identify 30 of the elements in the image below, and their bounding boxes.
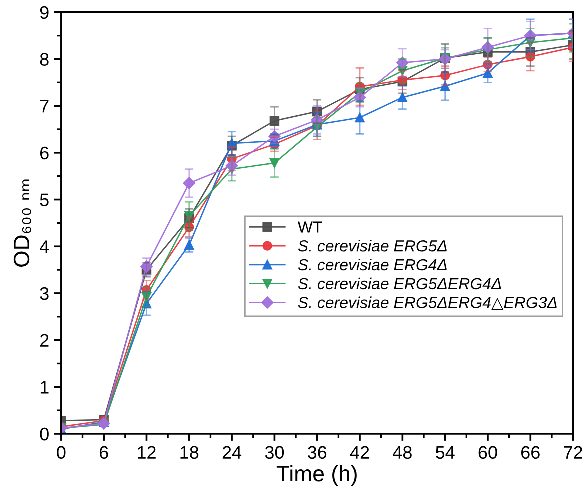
legend-label: S. cerevisiae ERG5ΔERG4△ERG3Δ (298, 296, 557, 310)
y-tick-label: 8 (40, 53, 49, 66)
y-tick-label: 5 (40, 194, 49, 206)
y-tick-label: 7 (40, 100, 49, 113)
x-tick-label: 72 (564, 446, 582, 459)
x-axis-title: Time (h) (276, 465, 357, 486)
x-tick-label: 66 (522, 446, 540, 460)
y-tick-label: 1 (40, 381, 49, 394)
x-tick-label: 36 (308, 446, 327, 460)
y-tick-label: 3 (40, 287, 49, 300)
legend-label: S. cerevisiae ERG4Δ (298, 258, 447, 271)
x-tick-label: 30 (265, 446, 284, 460)
y-tick-label: 4 (40, 240, 50, 254)
x-tick-label: 12 (138, 446, 156, 459)
legend-label: S. cerevisiae ERG5ΔERG4Δ (298, 278, 502, 290)
x-tick-label: 60 (478, 446, 498, 460)
legend-label: S. cerevisiae ERG5Δ (298, 240, 447, 252)
x-tick-label: 48 (393, 446, 412, 460)
y-tick-label: 2 (40, 334, 49, 347)
x-tick-label: 24 (222, 446, 242, 459)
x-tick-label: 0 (57, 446, 66, 460)
y-tick-label: 0 (40, 428, 49, 441)
x-tick-label: 54 (436, 446, 455, 460)
x-tick-label: 42 (350, 446, 370, 459)
x-tick-label: 6 (100, 446, 108, 460)
y-tick-label: 6 (40, 146, 49, 160)
legend-label: WT (298, 222, 322, 233)
y-tick-label: 9 (40, 6, 49, 20)
y-axis-title: OD₆₀₀ ₙₘ (14, 180, 32, 267)
x-tick-label: 18 (180, 446, 199, 460)
